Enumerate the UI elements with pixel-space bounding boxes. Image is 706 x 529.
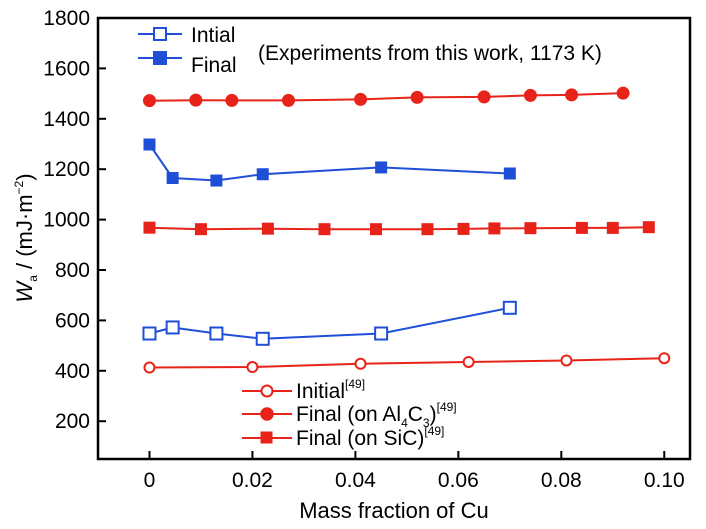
series-line-final bbox=[148, 143, 510, 182]
data-point-initial49 bbox=[462, 355, 475, 368]
series-line-final_al4c3 bbox=[149, 92, 624, 102]
data-point-initial49 bbox=[143, 361, 156, 374]
series-initial49 bbox=[143, 352, 671, 374]
data-point-final bbox=[166, 172, 179, 185]
x-tick-label: 0 bbox=[144, 469, 156, 492]
y-tick-label: 1400 bbox=[43, 108, 90, 131]
x-tick-label: 0.08 bbox=[541, 469, 582, 492]
data-point-final_al4c3 bbox=[281, 93, 295, 107]
data-point-final_sic bbox=[457, 222, 470, 235]
data-point-final bbox=[375, 161, 388, 174]
plot-frame bbox=[96, 16, 692, 461]
data-point-final_al4c3 bbox=[616, 86, 630, 100]
data-point-final_sic bbox=[194, 223, 207, 236]
y-tick-label: 1800 bbox=[43, 7, 90, 30]
legend-label-intial: Intial bbox=[191, 24, 235, 47]
legend-label-final: Final bbox=[191, 54, 237, 77]
data-point-final_sic bbox=[261, 222, 274, 235]
data-point-intial bbox=[502, 300, 517, 315]
legend-top: Intial Final bbox=[138, 24, 237, 77]
series-line-initial49 bbox=[149, 357, 665, 369]
data-point-final_sic bbox=[606, 221, 619, 234]
data-point-final_sic bbox=[318, 223, 331, 236]
data-point-initial49 bbox=[354, 357, 367, 370]
x-tick-label: 0.06 bbox=[438, 469, 479, 492]
y-axis-label: Wa / (mJ·m−2) bbox=[12, 173, 40, 302]
y-tick-label: 600 bbox=[55, 309, 90, 332]
data-point-final bbox=[503, 167, 516, 180]
legend-label-initial49: Initial[49] bbox=[296, 377, 365, 403]
legend-label-final-sic: Final (on SiC)[49] bbox=[296, 424, 444, 450]
data-point-final_sic bbox=[369, 223, 382, 236]
legend-marker-final-sic bbox=[260, 431, 273, 444]
data-point-final_sic bbox=[524, 222, 537, 235]
data-point-final bbox=[143, 138, 156, 151]
x-axis-label: Mass fraction of Cu bbox=[299, 498, 489, 523]
data-point-final_al4c3 bbox=[225, 93, 239, 107]
x-tick-label: 0.10 bbox=[644, 469, 685, 492]
data-point-intial bbox=[165, 320, 180, 335]
axis-ticks: 200 400 600 800 1000 1200 1400 1600 1800 0 0.02 0.0… bbox=[43, 7, 684, 492]
data-point-initial49 bbox=[246, 361, 259, 374]
data-point-final_sic bbox=[575, 221, 588, 234]
data-point-initial49 bbox=[658, 352, 671, 365]
data-point-intial bbox=[209, 326, 224, 341]
legend-marker-intial bbox=[153, 27, 167, 41]
data-point-final_sic bbox=[642, 221, 655, 234]
data-point-initial49 bbox=[560, 354, 573, 367]
y-tick-label: 1600 bbox=[43, 57, 90, 80]
data-point-final_sic bbox=[143, 221, 156, 234]
annotation-text: (Experiments from this work, 1173 K) bbox=[258, 42, 602, 65]
legend-marker-final bbox=[153, 51, 167, 65]
data-point-final_al4c3 bbox=[523, 88, 537, 102]
series-final_sic bbox=[143, 221, 655, 236]
data-point-intial bbox=[142, 326, 157, 341]
data-point-final_sic bbox=[488, 222, 501, 235]
legend-label-final-al4c3: Final (on Al4C3)[49] bbox=[296, 400, 457, 430]
series-final bbox=[143, 138, 516, 187]
data-point-final bbox=[210, 174, 223, 187]
legend-marker-initial49 bbox=[260, 384, 274, 398]
x-tick-label: 0.02 bbox=[232, 469, 273, 492]
series-line-final_sic bbox=[149, 226, 649, 231]
data-point-final_al4c3 bbox=[565, 88, 579, 102]
series-layer bbox=[142, 86, 671, 374]
data-point-final_al4c3 bbox=[354, 92, 368, 106]
series-intial bbox=[142, 300, 517, 346]
y-tick-label: 1000 bbox=[43, 209, 90, 232]
data-point-final_al4c3 bbox=[142, 94, 156, 108]
legend-marker-final-al4c3 bbox=[260, 407, 274, 421]
data-point-intial bbox=[374, 326, 389, 341]
y-tick-label: 800 bbox=[55, 259, 90, 282]
data-point-final_al4c3 bbox=[477, 90, 491, 104]
data-point-final_al4c3 bbox=[189, 93, 203, 107]
legend-bottom: Initial[49] Final (on Al4C3)[49] Final (… bbox=[242, 377, 457, 450]
data-point-intial bbox=[255, 331, 270, 346]
y-tick-label: 400 bbox=[55, 360, 90, 383]
x-tick-label: 0.04 bbox=[335, 469, 376, 492]
y-tick-label: 200 bbox=[55, 410, 90, 433]
y-tick-label: 1200 bbox=[43, 158, 90, 181]
data-point-final_al4c3 bbox=[410, 90, 424, 104]
series-final_al4c3 bbox=[142, 86, 630, 108]
data-point-final_sic bbox=[421, 223, 434, 236]
series-line-intial bbox=[149, 306, 510, 340]
data-point-final bbox=[256, 168, 269, 181]
